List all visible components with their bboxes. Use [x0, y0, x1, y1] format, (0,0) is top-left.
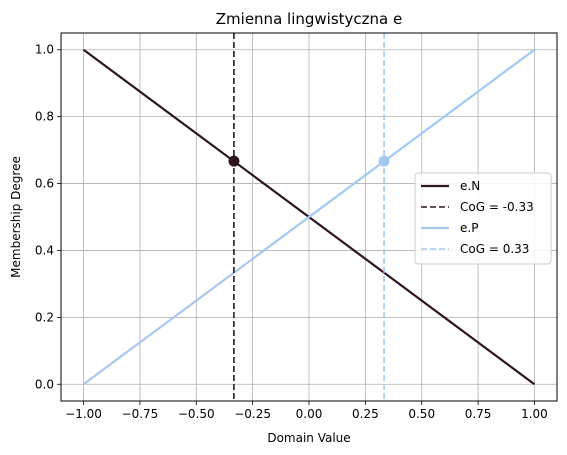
y-tick-label: 0.0 — [35, 377, 54, 391]
y-tick-label: 0.8 — [35, 110, 54, 124]
chart-title: Zmienna lingwistyczna e — [216, 10, 402, 28]
x-tick-label: 0.00 — [296, 407, 323, 421]
y-tick-label: 0.2 — [35, 310, 54, 324]
y-tick-label: 1.0 — [35, 43, 54, 57]
legend-label: e.P — [460, 221, 478, 235]
x-tick-label: −0.50 — [178, 407, 215, 421]
x-tick-label: 1.00 — [521, 407, 548, 421]
x-tick-label: −0.25 — [234, 407, 271, 421]
y-axis-label: Membership Degree — [9, 156, 23, 278]
plot-marks — [82, 33, 536, 401]
legend-label: CoG = 0.33 — [460, 242, 529, 256]
cog-point-1 — [228, 155, 240, 167]
y-tick-label: 0.6 — [35, 177, 54, 191]
ticks: −1.00 −0.75 −0.50 −0.25 0.00 0.25 0.50 0.75 1.00… — [35, 43, 548, 421]
x-tick-label: 0.25 — [352, 407, 379, 421]
series-line-e-p — [82, 48, 536, 386]
x-tick-label: 0.50 — [408, 407, 435, 421]
x-tick-label: −0.75 — [122, 407, 159, 421]
y-tick-label: 0.4 — [35, 243, 54, 257]
legend-label: CoG = -0.33 — [460, 200, 534, 214]
legend-box — [414, 172, 552, 265]
x-axis-label: Domain Value — [267, 431, 350, 445]
legend: e.N CoG = -0.33 e.P CoG = 0.33 — [414, 172, 552, 265]
x-tick-label: 0.75 — [465, 407, 492, 421]
x-tick-label: −1.00 — [65, 407, 102, 421]
grid — [61, 33, 557, 401]
legend-label: e.N — [460, 179, 480, 193]
cog-point-2 — [378, 155, 390, 167]
